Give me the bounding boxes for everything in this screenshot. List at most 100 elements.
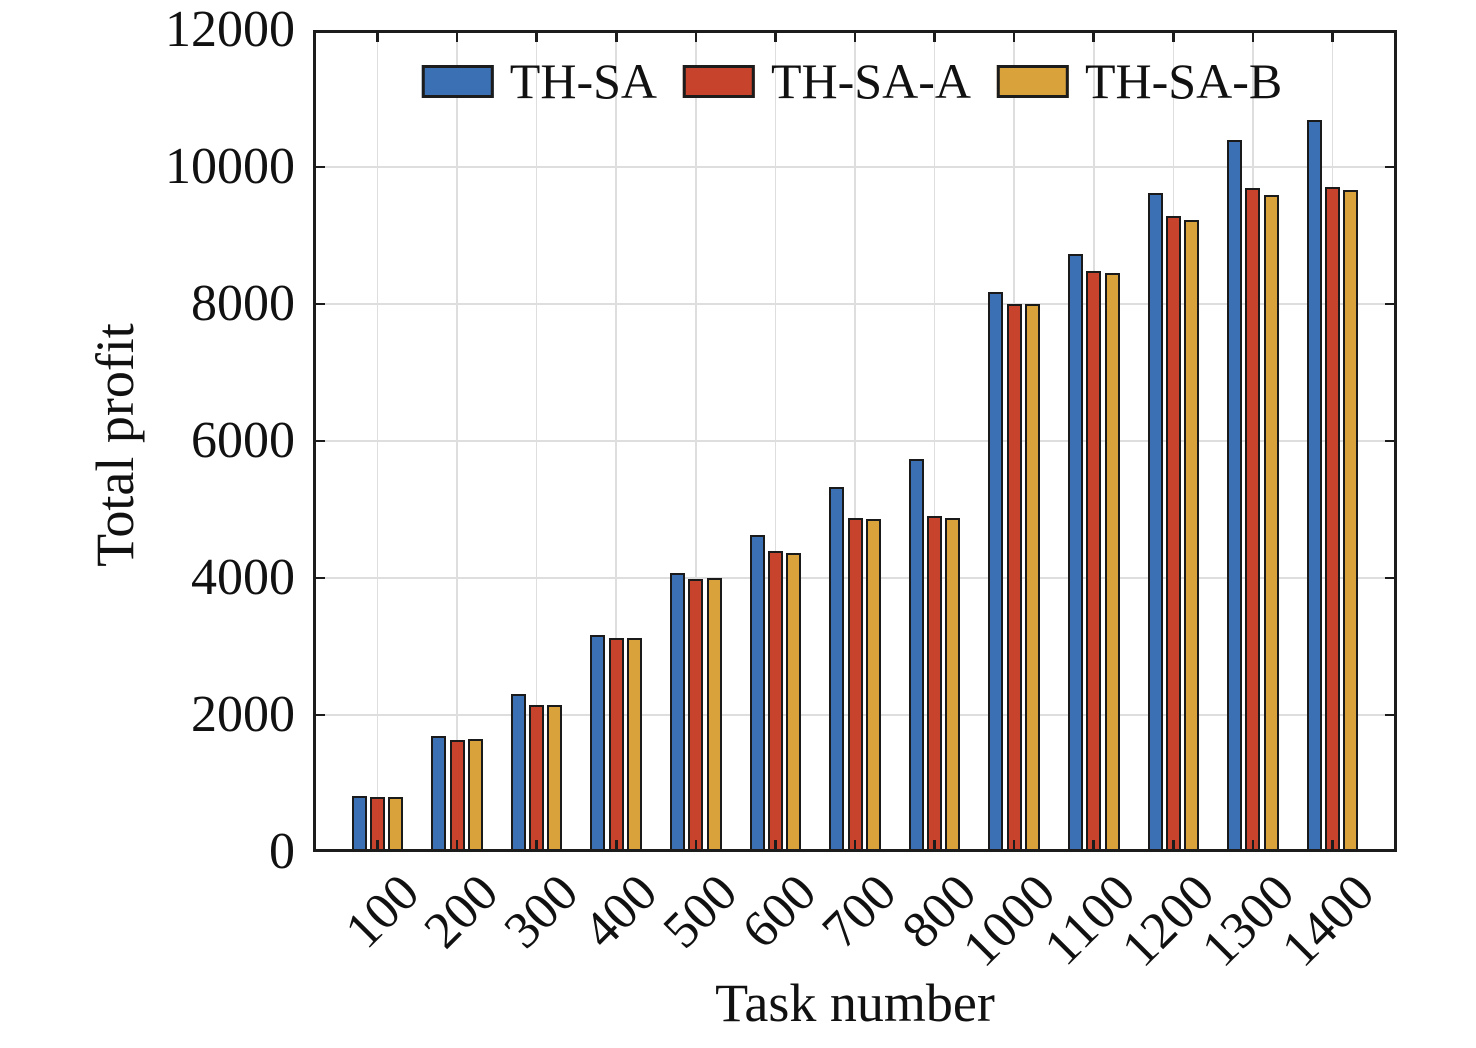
x-tick-label: 100 xyxy=(334,863,430,960)
y-tick-label: 8000 xyxy=(191,275,295,332)
x-tick-bottom xyxy=(535,840,538,852)
y-tick-left xyxy=(313,439,325,443)
bar-TH-SA-B-700 xyxy=(865,519,881,852)
x-tick-label: 200 xyxy=(413,863,510,960)
bar-TH-SA-300 xyxy=(510,694,526,852)
x-tick-bottom xyxy=(1331,840,1334,852)
bar-TH-SA-1300 xyxy=(1227,140,1243,852)
x-tick-bottom xyxy=(1172,840,1175,852)
bar-TH-SA-B-400 xyxy=(627,638,643,852)
bar-TH-SA-B-300 xyxy=(547,704,563,852)
x-tick-top xyxy=(535,30,538,42)
y-tick-right xyxy=(1385,576,1397,580)
bar-TH-SA-A-1300 xyxy=(1245,188,1261,852)
y-tick-right xyxy=(1385,713,1397,717)
x-tick-top xyxy=(1251,30,1255,42)
x-tick-label: 1400 xyxy=(1270,863,1385,978)
legend-label: TH-SA-A xyxy=(771,53,971,109)
legend-label: TH-SA-B xyxy=(1084,53,1283,109)
x-tick-bottom xyxy=(455,840,459,852)
gridline-horizontal xyxy=(313,166,1397,168)
bar-TH-SA-A-1200 xyxy=(1165,216,1181,852)
bar-TH-SA-500 xyxy=(670,573,686,852)
x-tick-top xyxy=(933,30,936,42)
y-tick-right xyxy=(1385,439,1397,443)
bar-TH-SA-A-700 xyxy=(847,517,863,852)
bar-TH-SA-1000 xyxy=(988,291,1004,852)
x-tick-label: 300 xyxy=(493,863,589,960)
x-tick-bottom xyxy=(376,840,379,852)
x-tick-label: 400 xyxy=(572,863,669,960)
bar-TH-SA-B-100 xyxy=(388,796,404,852)
x-tick-bottom xyxy=(1012,840,1016,852)
x-tick-bottom xyxy=(614,840,618,852)
x-tick-top xyxy=(455,30,459,42)
x-tick-label: 600 xyxy=(732,863,828,960)
y-tick-label: 0 xyxy=(269,823,295,880)
x-tick-top xyxy=(376,30,379,42)
legend: TH-SA TH-SA-A TH-SA-B xyxy=(421,53,1283,109)
gridline-horizontal xyxy=(313,303,1397,305)
bar-TH-SA-B-1300 xyxy=(1263,195,1279,852)
bar-TH-SA-A-200 xyxy=(449,739,465,852)
bar-TH-SA-B-500 xyxy=(706,578,722,852)
x-tick-top xyxy=(1331,30,1334,42)
x-tick-top xyxy=(1012,30,1016,42)
gridline-horizontal xyxy=(313,440,1397,442)
bar-TH-SA-A-1400 xyxy=(1325,186,1340,852)
x-tick-bottom xyxy=(694,840,698,852)
legend-item-TH-SA-B: TH-SA-B xyxy=(996,53,1283,109)
bar-TH-SA-1400 xyxy=(1306,119,1322,852)
legend-label: TH-SA xyxy=(509,53,658,109)
bar-TH-SA-200 xyxy=(431,735,447,852)
legend-item-TH-SA: TH-SA xyxy=(421,53,658,109)
legend-swatch-TH-SA-A xyxy=(683,64,756,98)
x-tick-top xyxy=(694,30,698,42)
y-tick-right xyxy=(1385,302,1397,306)
y-tick-label: 4000 xyxy=(191,549,295,606)
x-tick-label: 700 xyxy=(811,863,908,960)
legend-swatch-TH-SA xyxy=(421,64,494,98)
x-tick-top xyxy=(1092,30,1096,42)
legend-swatch-TH-SA-B xyxy=(996,64,1069,98)
x-axis-title: Task number xyxy=(715,973,995,1033)
bar-TH-SA-100 xyxy=(351,795,367,852)
x-tick-bottom xyxy=(1251,840,1255,852)
bar-TH-SA-400 xyxy=(590,634,606,852)
bar-TH-SA-B-800 xyxy=(945,518,961,852)
bar-TH-SA-B-600 xyxy=(786,552,802,852)
y-tick-label: 6000 xyxy=(191,412,295,469)
x-tick-top xyxy=(853,30,857,42)
bar-TH-SA-B-1000 xyxy=(1024,304,1040,852)
bar-TH-SA-1200 xyxy=(1147,193,1163,852)
x-tick-bottom xyxy=(853,840,857,852)
y-tick-left xyxy=(313,302,325,306)
y-tick-left xyxy=(313,713,325,717)
y-tick-label: 12000 xyxy=(165,1,295,58)
x-tick-top xyxy=(614,30,618,42)
y-tick-label: 2000 xyxy=(191,686,295,743)
x-tick-top xyxy=(774,30,777,42)
bar-TH-SA-A-300 xyxy=(529,704,545,852)
x-tick-label: 500 xyxy=(652,863,749,960)
bar-TH-SA-B-1100 xyxy=(1104,273,1120,852)
y-tick-left xyxy=(313,165,325,169)
bar-TH-SA-1100 xyxy=(1067,253,1083,852)
bar-TH-SA-800 xyxy=(908,458,924,852)
x-tick-bottom xyxy=(774,840,777,852)
legend-item-TH-SA-A: TH-SA-A xyxy=(683,56,971,106)
bar-TH-SA-B-1200 xyxy=(1184,220,1200,852)
bar-TH-SA-600 xyxy=(749,534,765,852)
bar-TH-SA-A-400 xyxy=(608,638,624,852)
x-tick-bottom xyxy=(933,840,936,852)
bar-TH-SA-700 xyxy=(829,486,845,852)
bar-TH-SA-A-500 xyxy=(688,579,704,852)
bar-TH-SA-A-1000 xyxy=(1006,304,1022,852)
y-tick-left xyxy=(313,576,325,580)
x-tick-bottom xyxy=(1092,840,1096,852)
bar-TH-SA-B-1400 xyxy=(1343,189,1359,852)
bar-TH-SA-A-1100 xyxy=(1086,271,1102,852)
y-tick-right xyxy=(1385,165,1397,169)
x-tick-top xyxy=(1172,30,1175,42)
